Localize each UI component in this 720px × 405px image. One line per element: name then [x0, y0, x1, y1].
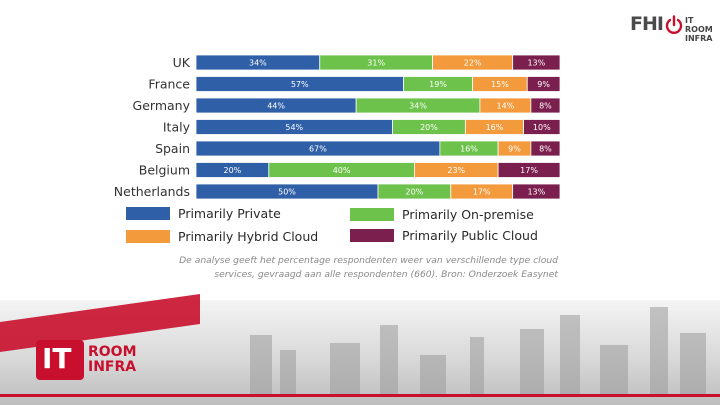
legend-label-on-premise: Primarily On-premise — [402, 207, 534, 222]
badge-text: IT — [42, 342, 72, 375]
skyline-building — [250, 335, 272, 395]
bar-segment — [523, 119, 561, 135]
data-label: 10% — [533, 123, 551, 132]
legend-label-private: Primarily Private — [178, 206, 281, 221]
bar-segment — [526, 76, 561, 92]
data-label: 23% — [447, 166, 465, 175]
skyline-building — [470, 337, 484, 395]
skyline-building — [280, 350, 296, 395]
skyline-building — [380, 325, 398, 395]
data-label: 44% — [267, 102, 285, 111]
data-label: 15% — [491, 80, 509, 89]
chart-caption: De analyse geeft het percentage responde… — [120, 254, 558, 282]
data-label: 13% — [527, 188, 545, 197]
data-label: 16% — [460, 145, 478, 154]
data-label: 34% — [409, 102, 427, 111]
data-label: 67% — [309, 145, 327, 154]
banner-red-line — [0, 394, 720, 397]
legend-item-private: Primarily Private — [126, 206, 281, 221]
category-label: Italy — [163, 120, 191, 135]
data-label: 9% — [537, 80, 550, 89]
logo-words: IT ROOM INFRA — [685, 16, 713, 43]
data-label: 8% — [539, 102, 552, 111]
skyline-building — [560, 315, 580, 395]
data-label: 57% — [291, 80, 309, 89]
bar-segment — [530, 97, 561, 114]
data-label: 9% — [508, 145, 521, 154]
legend-swatch-hybrid — [126, 230, 170, 243]
stacked-bar-chart: UK 34% 31% 22% 13% France 57% 19% 15% 9% Germany 44… — [114, 54, 561, 200]
data-label: 13% — [527, 59, 545, 68]
skyline-building — [650, 307, 668, 395]
caption-line-2: services, gevraagd aan alle respondenten… — [214, 269, 558, 280]
category-label: Netherlands — [114, 184, 190, 199]
power-icon — [665, 15, 683, 34]
data-label: 54% — [285, 123, 303, 132]
category-label: Spain — [155, 141, 190, 156]
bar-segment — [497, 162, 561, 178]
legend-swatch-private — [126, 207, 170, 220]
logo-line-1: IT ROOM — [685, 16, 713, 34]
skyline-building — [330, 343, 360, 395]
legend-item-public: Primarily Public Cloud — [350, 228, 538, 243]
brand-logo: FHI IT ROOM INFRA — [630, 13, 713, 43]
legend-swatch-public — [350, 229, 394, 242]
data-label: 31% — [367, 59, 385, 68]
logo-line-2: INFRA — [685, 34, 713, 43]
bar-segment — [530, 140, 561, 157]
data-label: 34% — [249, 59, 267, 68]
data-label: 20% — [224, 166, 242, 175]
category-label: Belgium — [139, 163, 190, 178]
data-label: 17% — [520, 166, 538, 175]
skyline-building — [600, 345, 628, 395]
data-label: 16% — [486, 123, 504, 132]
skyline-building — [680, 333, 706, 395]
category-label: UK — [173, 55, 191, 70]
data-label: 19% — [429, 80, 447, 89]
banner-line-1: ROOM — [88, 344, 137, 360]
legend-label-public: Primarily Public Cloud — [402, 228, 538, 243]
legend-swatch-on-premise — [350, 208, 394, 221]
skyline-building — [520, 329, 544, 395]
category-label: Germany — [133, 98, 191, 113]
data-label: 8% — [539, 145, 552, 154]
banner-brand-words: ROOM INFRA — [88, 345, 137, 375]
legend-item-on-premise: Primarily On-premise — [350, 207, 534, 222]
bar-segment — [512, 54, 561, 71]
category-label: France — [148, 77, 190, 92]
data-label: 22% — [464, 59, 482, 68]
logo-fhi-text: FHI — [630, 13, 664, 35]
data-label: 50% — [278, 188, 296, 197]
data-label: 20% — [420, 123, 438, 132]
data-label: 40% — [333, 166, 351, 175]
data-label: 20% — [406, 188, 424, 197]
data-label: 14% — [497, 102, 515, 111]
banner-line-2: INFRA — [88, 359, 137, 375]
bar-segment — [512, 183, 561, 200]
skyline-building — [420, 355, 446, 395]
legend-item-hybrid: Primarily Hybrid Cloud — [126, 229, 318, 244]
caption-line-1: De analyse geeft het percentage responde… — [179, 255, 558, 266]
data-label: 17% — [473, 188, 491, 197]
it-badge-logo: IT — [36, 340, 84, 380]
legend-label-hybrid: Primarily Hybrid Cloud — [178, 229, 319, 244]
